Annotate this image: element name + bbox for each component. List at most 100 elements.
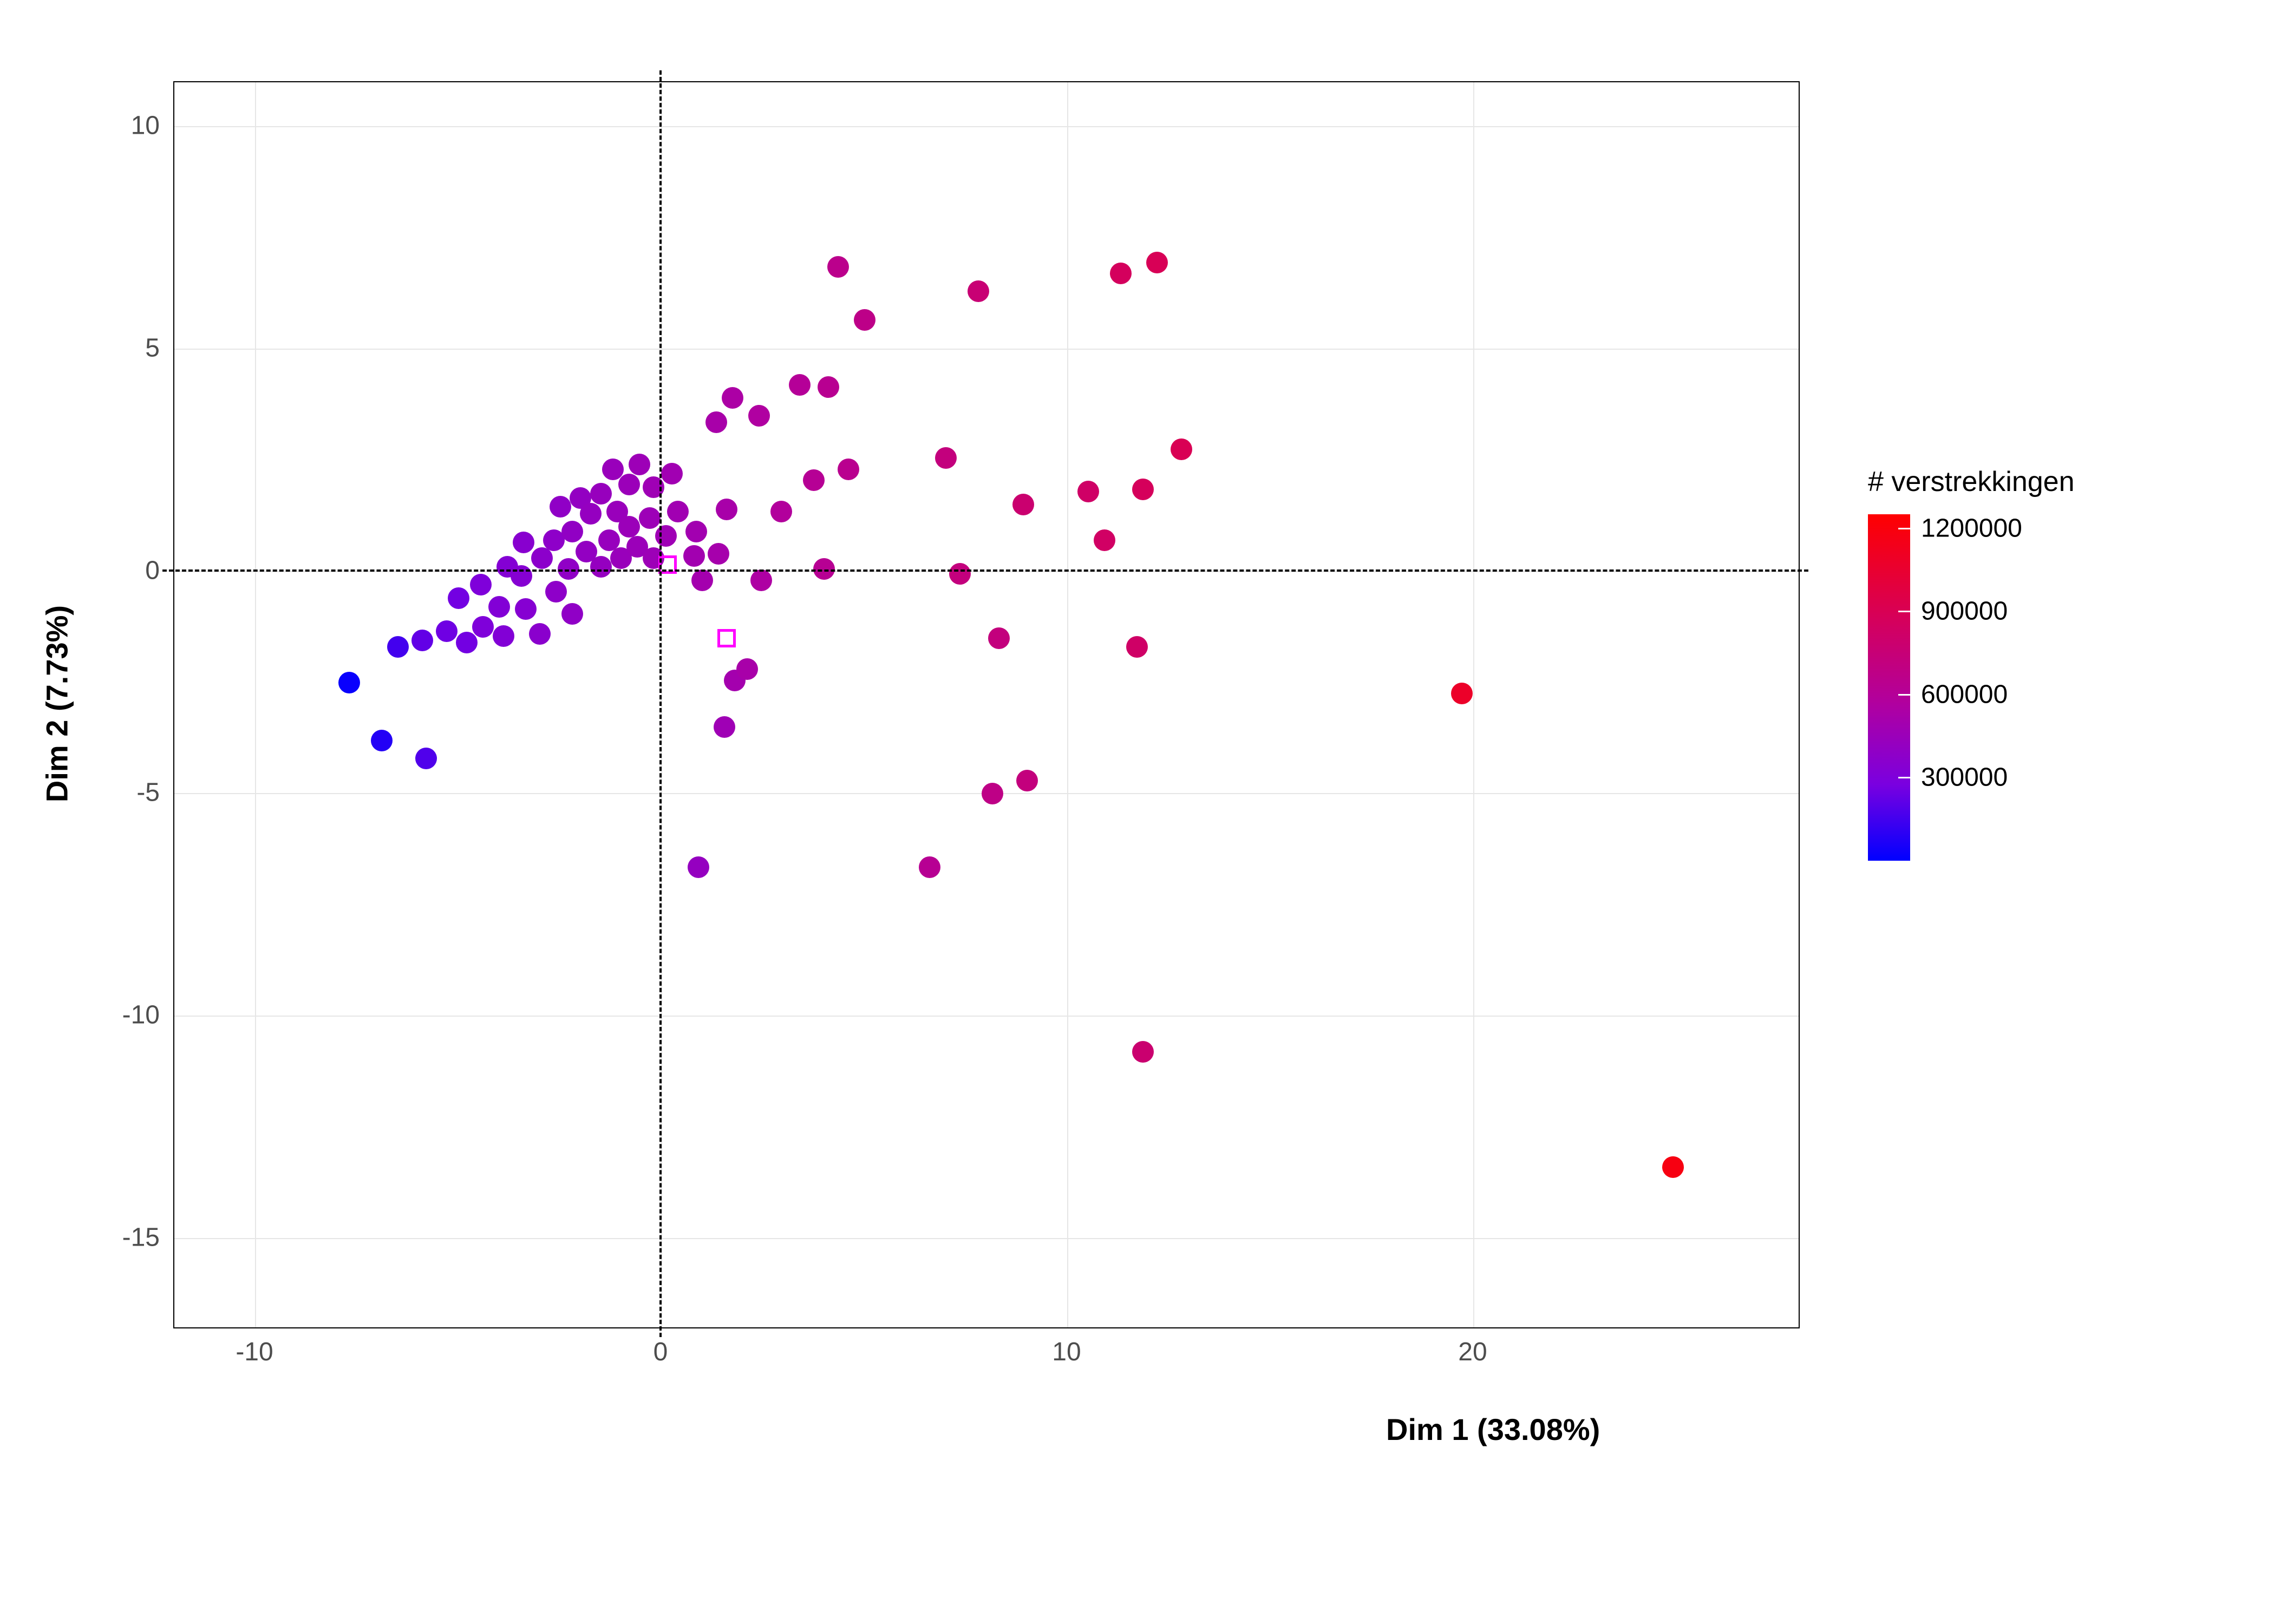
- scatter-point: [511, 565, 532, 587]
- scatter-point: [1094, 529, 1115, 551]
- centroid-marker: [717, 629, 736, 647]
- scatter-point: [580, 503, 602, 525]
- scatter-point: [1451, 683, 1473, 704]
- scatter-point: [708, 543, 729, 565]
- scatter-point: [1146, 252, 1168, 273]
- x-tick-label: 20: [1458, 1337, 1487, 1367]
- scatter-point: [338, 672, 360, 693]
- scatter-point: [1016, 770, 1038, 791]
- scatter-point: [515, 598, 537, 620]
- y-tick-label: 5: [145, 333, 160, 363]
- scatter-plot-panel: [173, 81, 1800, 1328]
- y-tick-label: -15: [122, 1222, 160, 1252]
- grid-line-vertical: [1067, 82, 1068, 1327]
- scatter-point: [949, 563, 971, 585]
- grid-line-horizontal: [174, 349, 1799, 350]
- legend-tick-mark: [1898, 777, 1910, 778]
- scatter-point: [371, 730, 393, 751]
- x-axis-title: Dim 1 (33.08%): [1386, 1412, 1600, 1447]
- legend-tick-label: 1200000: [1921, 513, 2022, 543]
- scatter-point: [448, 587, 469, 609]
- legend-tick-mark: [1898, 694, 1910, 696]
- scatter-point: [750, 569, 772, 591]
- scatter-point: [629, 454, 650, 475]
- scatter-point: [770, 501, 792, 522]
- scatter-point: [968, 280, 989, 302]
- scatter-point: [590, 556, 612, 578]
- scatter-point: [705, 411, 727, 433]
- scatter-point: [1132, 479, 1154, 500]
- legend-tick-label: 600000: [1921, 679, 2008, 709]
- scatter-point: [827, 256, 849, 278]
- scatter-point: [1077, 481, 1099, 502]
- scatter-point: [982, 783, 1003, 804]
- scatter-point: [456, 632, 478, 653]
- y-tick-label: 10: [131, 111, 160, 141]
- scatter-point: [1171, 438, 1192, 460]
- scatter-point: [590, 483, 612, 505]
- scatter-point: [1662, 1156, 1684, 1178]
- scatter-point: [803, 469, 825, 491]
- scatter-point: [472, 616, 494, 638]
- scatter-point: [688, 856, 709, 878]
- scatter-point: [789, 374, 811, 396]
- scatter-point: [1132, 1041, 1154, 1063]
- y-tick-label: 0: [145, 555, 160, 585]
- scatter-point: [854, 309, 875, 331]
- scatter-point: [529, 623, 551, 645]
- scatter-point: [691, 569, 713, 591]
- y-tick-label: -5: [136, 778, 160, 808]
- scatter-point: [714, 716, 735, 738]
- scatter-point: [683, 545, 705, 567]
- scatter-point: [838, 459, 859, 480]
- y-tick-label: -10: [122, 1000, 160, 1030]
- legend-tick-label: 300000: [1921, 763, 2008, 793]
- scatter-point: [667, 501, 689, 522]
- scatter-point: [411, 630, 433, 651]
- zero-line-horizontal: [162, 569, 1808, 572]
- scatter-point: [436, 620, 458, 642]
- scatter-point: [387, 636, 409, 658]
- scatter-point: [602, 459, 624, 480]
- pca-scatter-figure: Dim 2 (7.73%) Dim 1 (33.08%) # verstrekk…: [0, 0, 2274, 1624]
- grid-line-vertical: [1473, 82, 1474, 1327]
- legend-title: # verstrekkingen: [1868, 466, 2075, 498]
- x-tick-label: 10: [1052, 1337, 1081, 1367]
- grid-line-horizontal: [174, 1016, 1799, 1017]
- legend-colorbar: [1868, 514, 1910, 861]
- scatter-point: [1126, 636, 1148, 658]
- scatter-point: [618, 516, 640, 538]
- scatter-point: [818, 376, 839, 398]
- scatter-point: [1110, 263, 1132, 284]
- scatter-point: [531, 547, 553, 569]
- scatter-point: [550, 496, 571, 518]
- grid-line-horizontal: [174, 1238, 1799, 1239]
- scatter-point: [639, 507, 661, 529]
- scatter-point: [736, 658, 758, 680]
- legend-tick-mark: [1898, 528, 1910, 529]
- scatter-point: [488, 596, 510, 618]
- scatter-point: [685, 521, 707, 542]
- scatter-point: [415, 748, 437, 769]
- grid-line-horizontal: [174, 126, 1799, 127]
- scatter-point: [1012, 494, 1034, 515]
- scatter-point: [493, 625, 514, 647]
- scatter-point: [655, 525, 677, 547]
- y-axis-title: Dim 2 (7.73%): [40, 605, 75, 802]
- scatter-point: [561, 521, 583, 542]
- scatter-point: [545, 581, 567, 603]
- scatter-point: [722, 387, 743, 409]
- scatter-point: [919, 856, 940, 878]
- legend-tick-label: 900000: [1921, 597, 2008, 626]
- zero-line-vertical: [659, 70, 662, 1337]
- scatter-point: [748, 405, 770, 427]
- x-tick-label: 0: [654, 1337, 668, 1367]
- scatter-point: [513, 532, 534, 553]
- scatter-point: [988, 627, 1010, 649]
- scatter-point: [561, 603, 583, 625]
- legend-tick-mark: [1898, 611, 1910, 612]
- x-tick-label: -10: [236, 1337, 273, 1367]
- scatter-point: [618, 474, 640, 495]
- grid-line-vertical: [255, 82, 256, 1327]
- scatter-point: [935, 447, 957, 469]
